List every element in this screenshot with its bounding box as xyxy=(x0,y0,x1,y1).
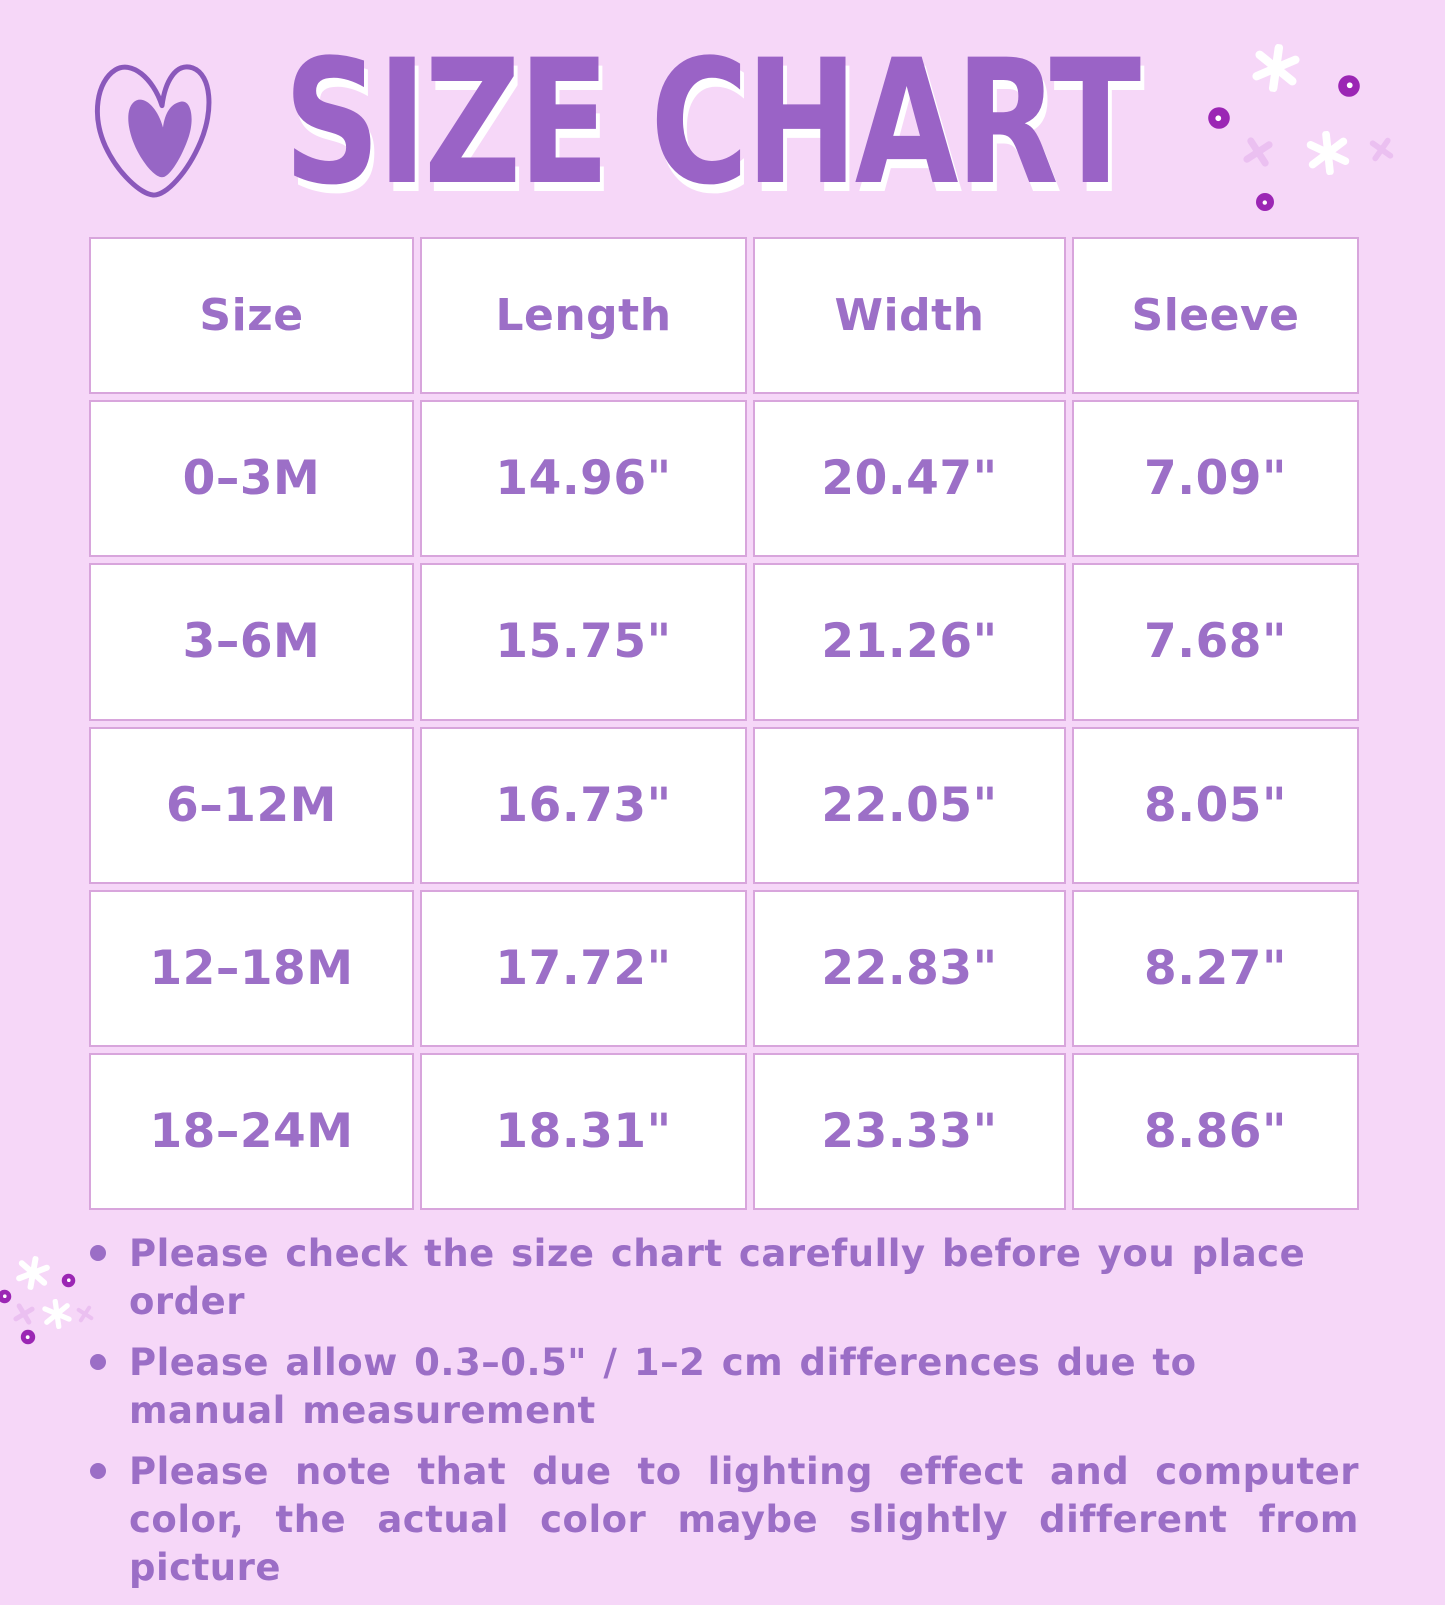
table-cell-length: 18.31" xyxy=(420,1052,747,1210)
sparkle-dot-icon xyxy=(61,1273,76,1288)
table-cell-sleeve: 7.09" xyxy=(1072,400,1359,558)
table-cell-sleeve: 8.05" xyxy=(1072,726,1359,884)
table-cell-width: 22.05" xyxy=(753,726,1066,884)
note-item: Please allow 0.3–0.5" / 1–2 cm differenc… xyxy=(88,1339,1366,1435)
table-cell-sleeve: 7.68" xyxy=(1072,563,1359,721)
notes-list: Please check the size chart carefully be… xyxy=(88,1230,1366,1605)
bullet-dot-icon xyxy=(90,1245,106,1261)
sparkle-dot-icon xyxy=(1337,74,1361,98)
sparkle-star-icon xyxy=(40,1297,74,1331)
sparkle-star-icon xyxy=(13,1253,52,1292)
page-title: SIZE CHART xyxy=(283,22,1141,223)
table-cell-size: 12–18M xyxy=(89,889,414,1047)
sparkle-dot-icon xyxy=(0,1289,12,1304)
table-cell-length: 14.96" xyxy=(420,400,747,558)
table-cell-width: 20.47" xyxy=(753,400,1066,558)
table-cell-width: 21.26" xyxy=(753,563,1066,721)
table-cell-length: 17.72" xyxy=(420,889,747,1047)
column-header-sleeve: Sleeve xyxy=(1072,237,1359,395)
sparkle-x-icon xyxy=(1241,135,1274,168)
size-table: Size Length Width Sleeve 0–3M 14.96" 20.… xyxy=(89,237,1359,1210)
table-cell-size: 18–24M xyxy=(89,1052,414,1210)
sparkle-dot-icon xyxy=(1255,192,1275,212)
note-item: Please check the size chart carefully be… xyxy=(88,1230,1366,1326)
sparkle-x-icon xyxy=(76,1305,95,1324)
table-cell-size: 6–12M xyxy=(89,726,414,884)
sparkle-dot-icon xyxy=(20,1329,36,1345)
bullet-dot-icon xyxy=(90,1354,106,1370)
bullet-dot-icon xyxy=(90,1463,106,1479)
table-cell-width: 22.83" xyxy=(753,889,1066,1047)
table-cell-sleeve: 8.86" xyxy=(1072,1052,1359,1210)
note-text: Please allow 0.3–0.5" / 1–2 cm differenc… xyxy=(129,1341,1197,1432)
table-cell-width: 23.33" xyxy=(753,1052,1066,1210)
table-cell-size: 0–3M xyxy=(89,400,414,558)
sparkle-star-icon xyxy=(1304,129,1352,177)
table-cell-length: 15.75" xyxy=(420,563,747,721)
note-text: Please check the size chart carefully be… xyxy=(129,1232,1306,1323)
column-header-width: Width xyxy=(753,237,1066,395)
sparkle-x-icon xyxy=(12,1302,36,1326)
sparkle-x-icon xyxy=(1368,136,1395,163)
sparkle-dot-icon xyxy=(1207,106,1231,130)
table-cell-sleeve: 8.27" xyxy=(1072,889,1359,1047)
note-item: Please note that due to lighting effect … xyxy=(88,1448,1366,1592)
column-header-length: Length xyxy=(420,237,747,395)
sparkle-star-icon xyxy=(1249,41,1303,95)
heart-doodle-icon xyxy=(94,64,212,198)
table-cell-size: 3–6M xyxy=(89,563,414,721)
table-cell-length: 16.73" xyxy=(420,726,747,884)
column-header-size: Size xyxy=(89,237,414,395)
note-text: Please note that due to lighting effect … xyxy=(129,1450,1359,1589)
